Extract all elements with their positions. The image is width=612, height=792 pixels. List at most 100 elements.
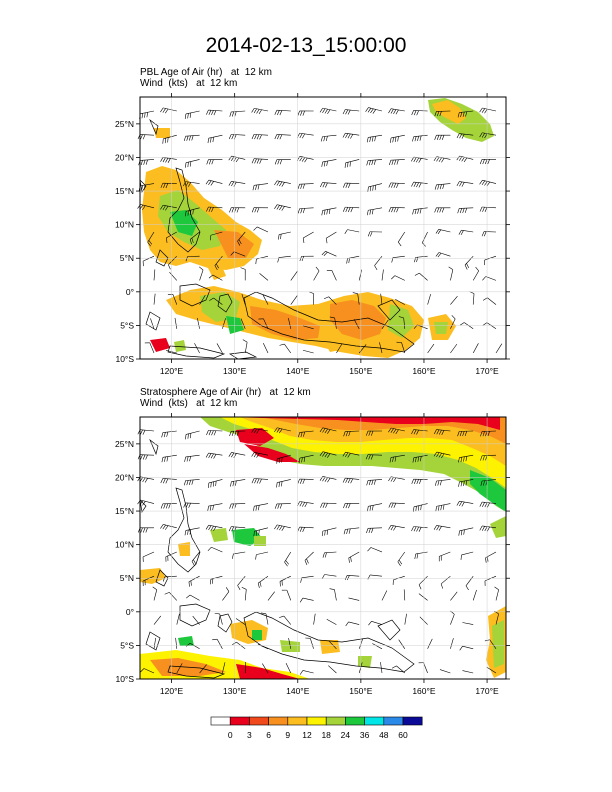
panel-title-stratosphere: Stratosphere Age of Air (hr) at 12 km Wi… [140,387,311,409]
wind-barb [365,107,383,114]
colorbar-label: 9 [285,730,290,740]
wind-barb [176,613,180,625]
wind-barb [458,454,474,463]
wind-barb [313,613,316,625]
wind-barb [418,575,428,590]
wind-barb [433,525,451,531]
wind-barb [450,295,458,305]
lat-tick-label: 20°N [115,152,134,162]
wind-barb [206,430,223,436]
wind-barb [183,181,200,187]
wind-barb [320,182,337,188]
wind-barb [450,591,458,601]
wind-barb [440,575,451,589]
lon-tick-label: 150°E [349,366,373,376]
wind-barb [456,500,474,507]
wind-barb [183,134,200,142]
wind-barb [257,643,269,650]
wind-barb [251,207,269,213]
wind-barb [457,110,474,118]
wind-units: (kts) [168,398,188,409]
lon-tick-label: 130°E [223,366,247,376]
colorbar-label: 60 [398,730,408,740]
colorbar-label: 18 [321,730,331,740]
wind-barb [235,618,246,625]
wind-barb [253,527,269,537]
lat-tick-label: 10°S [115,674,134,684]
wind-barb [336,343,343,354]
wind-barb [253,503,269,512]
wind-barb [240,318,246,329]
wind-barb [267,591,275,601]
lon-tick-label: 170°E [475,366,499,376]
wind-barb [450,610,455,625]
pbl-wind-barbs [137,107,503,354]
wind-barb [435,503,451,512]
wind-barb [308,291,315,305]
wind-barb [388,182,405,188]
wind-barb [418,662,428,674]
wind-barb [366,527,383,534]
wind-barb [229,503,246,509]
wind-barb [319,451,337,458]
wind-barb [479,132,497,139]
colorbar-label: 36 [360,730,370,740]
wind-barb [348,597,360,601]
wind-barb [298,430,314,438]
colorbar-swatch [383,716,404,726]
lat-tick-label: 0° [126,287,134,297]
wind-barb [460,551,474,560]
wind-barb [274,180,291,187]
wind-barb [230,479,246,487]
wind-barb [319,476,337,483]
wind-barb [161,430,177,438]
wind-barb [297,526,314,533]
wind-barb [319,107,337,115]
wind-barb [222,662,226,674]
wind-barb [482,276,497,281]
wind-barb [276,454,291,464]
wind-barb [479,179,497,187]
wind-barb [185,255,200,262]
lon-tick-label: 150°E [349,686,373,696]
pbl-shading [142,98,494,358]
map-panel-stratosphere: 120°E 130°E 140°E 150°E 160°E 170°E 25°N 20°N 15… [115,413,510,696]
wind-barb [160,182,177,189]
wind-barb [174,317,178,329]
wind-barb [450,638,454,649]
wind-barb [480,430,497,437]
wind-barb [168,255,178,270]
wind-barb [427,293,431,305]
wind-barb [367,574,383,580]
wind-barb [142,551,155,562]
colorbar-label: 12 [302,730,312,740]
wind-barb [479,206,497,212]
lat-tick-label: 5°S [120,640,134,650]
wind-barb [299,597,314,603]
wind-barb [185,207,200,217]
wind-barb [279,615,292,625]
wind-barb [321,159,337,167]
wind-barb [458,527,474,536]
wind-barb [165,551,177,562]
wind-barb [205,524,223,532]
colorbar-swatch [345,716,365,726]
wind-barb [153,269,156,281]
wind-barb [183,479,200,486]
wind-barb [274,503,291,509]
wind-barb [251,428,269,434]
field-units: (hr) [245,387,262,398]
wind-barb [206,206,223,212]
wind-barb [411,429,428,435]
wind-barb [388,525,405,531]
wind-barb [185,159,200,168]
wind-barb [274,109,291,116]
wind-barb [298,454,314,464]
wind-barb [494,610,499,625]
wind-barb [142,575,155,587]
wind-barb [381,319,389,329]
wind-barb [479,159,497,165]
wind-barb [366,479,383,486]
lat-tick-label: 25°N [115,119,134,129]
wind-barb [366,207,383,216]
